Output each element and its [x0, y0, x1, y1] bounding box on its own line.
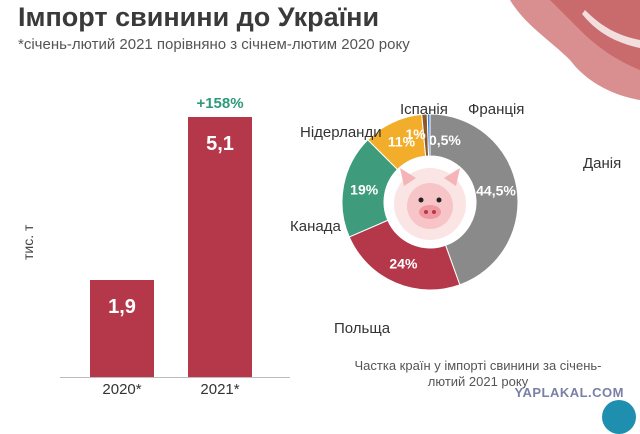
slice-name-canada: Канада	[290, 218, 341, 235]
slice-value-label: 0,5%	[429, 132, 461, 148]
category-label-2021: 2021*	[200, 381, 240, 398]
meat-photo	[510, 0, 640, 100]
category-label-2020: 2020*	[102, 381, 142, 398]
slice-name-poland: Польща	[334, 320, 391, 337]
slice-name-france: Франція	[468, 101, 525, 118]
corner-badge	[602, 400, 636, 434]
page-title: Імпорт свинини до України	[18, 2, 380, 32]
slice-name-netherlands: Нідерланди	[300, 124, 382, 141]
watermark: YAPLAKAL.COM	[514, 385, 624, 400]
pig-face-icon	[394, 168, 466, 240]
y-axis-label: тис. т	[20, 224, 36, 260]
slice-value-label: 11%	[388, 133, 416, 149]
slice-value-label: 24%	[389, 255, 418, 271]
bar-2021	[188, 116, 252, 377]
bar-value-2021: 5,1	[206, 132, 234, 155]
donut-caption: Частка країн у імпорті свинини за січень…	[354, 358, 602, 389]
bar-2020	[90, 280, 154, 377]
slice-value-label: 44,5%	[476, 182, 516, 198]
page-subtitle: *січень-лютий 2021 порівняно з січнем-лю…	[18, 36, 410, 53]
x-axis-line	[60, 377, 290, 378]
donut-chart: 44,5% 24% 19% 11%1% 0,5%	[341, 113, 519, 291]
slice-name-spain: Іспанія	[400, 101, 448, 118]
bar-value-2020: 1,9	[108, 296, 136, 319]
slice-value-label: 1%	[405, 126, 426, 142]
slice-value-label: 19%	[350, 181, 379, 197]
growth-annotation: +158%	[196, 94, 244, 112]
slice-name-denmark: Данія	[583, 155, 622, 172]
